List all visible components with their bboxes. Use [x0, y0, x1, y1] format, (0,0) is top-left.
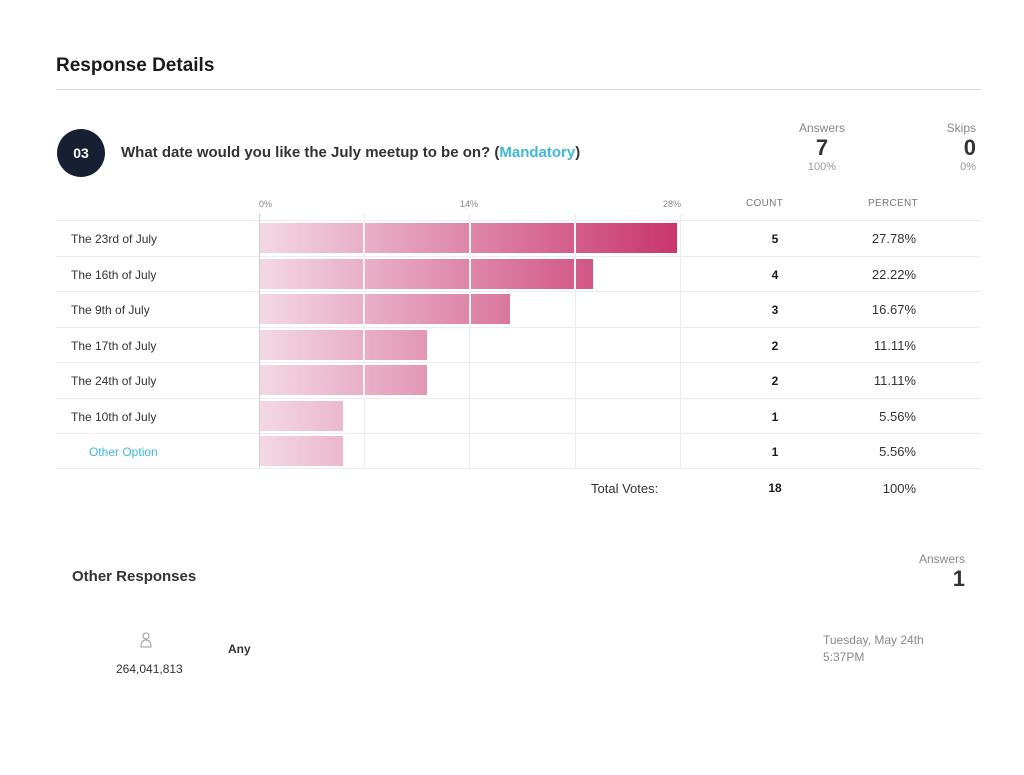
other-answers-label: Answers [918, 552, 965, 566]
option-label: The 23rd of July [71, 232, 158, 246]
option-count: 2 [771, 374, 779, 388]
bar-segment [365, 365, 427, 395]
option-count: 1 [771, 445, 779, 459]
option-percent: 27.78% [871, 231, 916, 246]
bar [260, 436, 344, 466]
option-percent: 11.11% [873, 373, 916, 388]
chart-axis [259, 214, 260, 468]
table-row [56, 220, 981, 256]
bar-segment [365, 223, 469, 253]
option-percent: 5.56% [879, 408, 916, 424]
grid-line [680, 214, 681, 468]
bar [260, 294, 511, 324]
axis-tick-label: 0% [259, 199, 273, 209]
total-votes-label: Total Votes: [591, 481, 659, 496]
table-row [56, 326, 981, 363]
option-count: 2 [771, 338, 779, 353]
response-time: 5:37PM [823, 650, 865, 664]
question-number-badge: 03 [57, 129, 105, 177]
option-percent: 11.11% [873, 337, 916, 353]
response-text: Any [228, 642, 251, 656]
bar [260, 329, 427, 360]
bar [260, 400, 344, 431]
other-responses-answers-stat: Answers 1 [900, 552, 965, 592]
answers-percent: 100% [807, 161, 837, 173]
bar [260, 258, 594, 289]
response-date: Tuesday, May 24th [823, 633, 924, 647]
bar-segment [260, 223, 364, 253]
question-text: What date would you like the July meetup… [121, 144, 580, 161]
total-votes-percent: 100% [882, 481, 916, 496]
page-title: Response Details [56, 55, 215, 76]
bar-segment [365, 258, 469, 289]
skips-value: 0 [963, 135, 976, 160]
bar-segment [470, 223, 574, 253]
option-label: The 16th of July [71, 267, 157, 282]
bar-segment [575, 223, 677, 253]
question-close-paren: ) [575, 144, 581, 161]
title-divider [56, 89, 981, 90]
response-timestamp: Tuesday, May 24th 5:37PM [823, 632, 924, 666]
answers-label: Answers [798, 121, 845, 135]
answers-value: 7 [815, 135, 829, 160]
other-answers-value: 1 [952, 566, 965, 591]
option-percent: 16.67% [871, 302, 916, 317]
table-row [56, 291, 981, 327]
answers-stat: Answers 7 100% [790, 121, 854, 173]
bar-segment [260, 329, 364, 360]
axis-tick-label: 14% [460, 199, 479, 209]
bar-segment [260, 294, 364, 324]
option-percent: 5.56% [879, 444, 916, 459]
table-row [56, 433, 981, 469]
bar-segment [260, 436, 344, 466]
table-bottom-divider [56, 468, 981, 469]
user-icon [140, 632, 152, 648]
other-option-link[interactable]: Other Option [89, 445, 158, 459]
bar [260, 365, 427, 395]
table-row [56, 397, 981, 434]
option-percent: 22.22% [871, 266, 916, 282]
grid-line [575, 214, 576, 468]
question-label: What date would you like the July meetup… [121, 144, 500, 161]
bar [260, 223, 677, 253]
option-label: The 17th of July [71, 338, 157, 353]
respondent-id[interactable]: 264,041,813 [116, 662, 183, 676]
bar-segment [470, 294, 511, 324]
bar-segment [575, 258, 594, 289]
option-count: 1 [771, 409, 779, 424]
bar-segment [260, 400, 344, 431]
bar-segment [470, 258, 574, 289]
grid-line [364, 214, 365, 468]
percent-column-header: PERCENT [868, 198, 918, 209]
total-votes-count: 18 [768, 481, 782, 495]
option-label: The 24th of July [71, 374, 157, 388]
option-count: 4 [771, 267, 779, 282]
skips-stat: Skips 0 0% [922, 121, 976, 173]
option-count: 5 [771, 232, 779, 246]
option-label: The 10th of July [71, 409, 157, 424]
bar-segment [260, 258, 364, 289]
skips-label: Skips [946, 121, 976, 135]
axis-tick-label: 28% [663, 199, 682, 209]
bar-segment [260, 365, 364, 395]
bar-segment [365, 294, 469, 324]
other-responses-title: Other Responses [72, 568, 197, 585]
grid-line [469, 214, 470, 468]
count-column-header: COUNT [746, 198, 784, 209]
bar-segment [365, 329, 427, 360]
table-row [56, 255, 981, 292]
mandatory-tag: Mandatory [499, 144, 576, 161]
option-count: 3 [771, 303, 779, 317]
skips-percent: 0% [960, 161, 976, 173]
option-label: The 9th of July [71, 303, 150, 317]
table-row [56, 362, 981, 398]
